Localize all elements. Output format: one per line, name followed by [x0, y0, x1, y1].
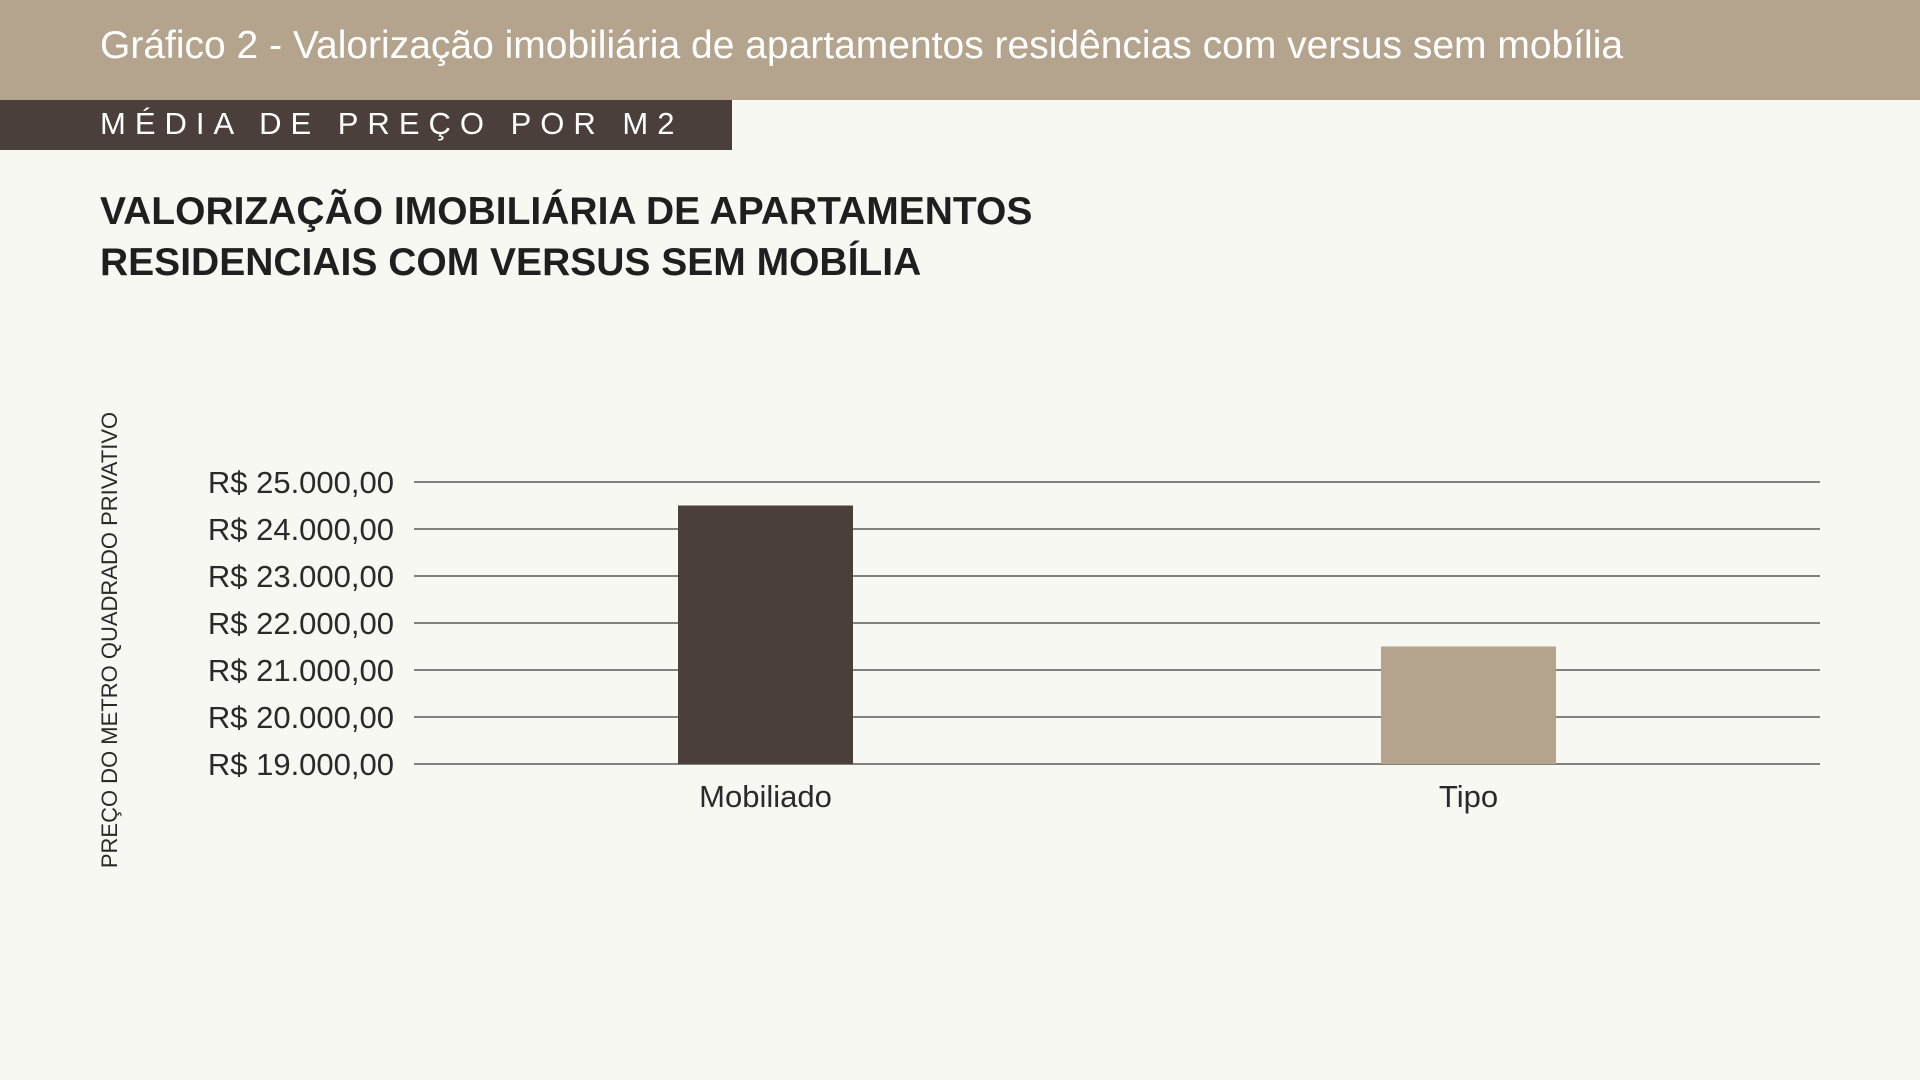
y-axis-label: PREÇO DO METRO QUADRADO PRIVATIVO [97, 412, 122, 868]
bar-mobiliado [678, 505, 853, 764]
category-label-mobiliado: Mobiliado [699, 779, 832, 814]
page-title: Gráfico 2 - Valorização imobiliária de a… [100, 24, 1624, 67]
chart-title: VALORIZAÇÃO IMOBILIÁRIA DE APARTAMENTOS … [100, 186, 1300, 288]
y-tick-label: R$ 22.000,00 [208, 606, 394, 641]
chart-title-line-2: RESIDENCIAIS COM VERSUS SEM MOBÍLIA [100, 241, 922, 284]
y-tick-labels: R$ 19.000,00 R$ 20.000,00 R$ 21.000,00 R$ 2… [208, 465, 394, 782]
header-band [0, 0, 1920, 100]
y-tick-label: R$ 25.000,00 [208, 465, 394, 500]
subheader-band [0, 100, 732, 150]
y-tick-label: R$ 23.000,00 [208, 559, 394, 594]
bars [678, 505, 1556, 764]
bar-tipo [1381, 646, 1556, 764]
y-tick-label: R$ 19.000,00 [208, 747, 394, 782]
category-label-tipo: Tipo [1439, 779, 1498, 814]
y-tick-label: R$ 20.000,00 [208, 700, 394, 735]
y-tick-label: R$ 21.000,00 [208, 653, 394, 688]
gridlines [414, 481, 1820, 765]
chart-title-line-1: VALORIZAÇÃO IMOBILIÁRIA DE APARTAMENTOS [100, 190, 1033, 233]
section-subtitle: MÉDIA DE PREÇO POR M2 [100, 106, 684, 141]
category-labels: Mobiliado Tipo [699, 779, 1498, 814]
y-tick-label: R$ 24.000,00 [208, 512, 394, 547]
